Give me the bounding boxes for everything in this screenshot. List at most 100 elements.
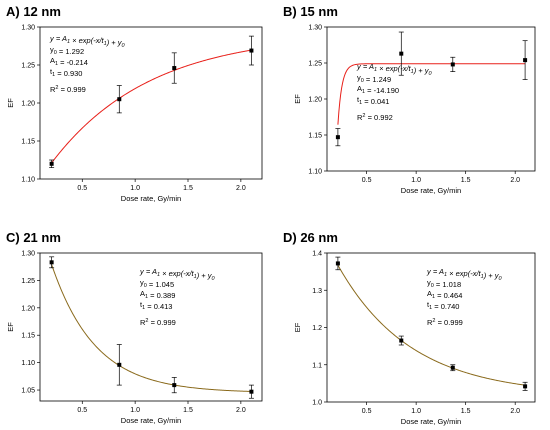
data-marker — [399, 51, 404, 56]
y-tick-label: 1.30 — [21, 251, 35, 258]
y-tick-label: 1.05 — [21, 388, 35, 395]
panel-title-c: C) 21 nm — [6, 230, 61, 245]
y-tick-label: 1.1 — [312, 362, 322, 369]
y-tick-label: 1.4 — [312, 251, 322, 258]
x-tick-label: 1.5 — [183, 407, 193, 414]
fit-equation: y = A1 × exp(-x/t1) + y0 — [426, 267, 503, 282]
x-tick-label: 1.0 — [130, 185, 140, 192]
fit-equation: y = A1 × exp(-x/t1) + y0 — [139, 267, 216, 282]
fit-equation: y = A1 × exp(-x/t1) + y0 — [356, 62, 433, 77]
data-marker — [49, 161, 54, 166]
y-tick-label: 1.15 — [21, 139, 35, 146]
x-tick-label: 0.5 — [77, 407, 87, 414]
panel-title-b: B) 15 nm — [283, 4, 338, 19]
chart-panel-1: 0.5 1.0 1.5 2.0 1.10 1.15 1.20 1.25 1.30 Dose rat… — [6, 25, 263, 203]
fit-curve — [51, 49, 252, 164]
y-tick-label: 1.2 — [312, 325, 322, 332]
fit-parameter: t1 = 0.930 — [50, 67, 82, 78]
data-marker — [117, 97, 122, 102]
data-point — [248, 35, 254, 66]
y-axis-label: EF — [6, 98, 15, 108]
y-tick-label: 1.15 — [21, 333, 35, 340]
data-point — [171, 52, 177, 84]
r-squared: R2 = 0.999 — [427, 318, 463, 327]
fit-parameter: t1 = 0.413 — [140, 300, 172, 311]
x-tick-label: 2.0 — [510, 408, 520, 415]
data-point — [335, 128, 341, 147]
data-point — [335, 256, 341, 271]
x-tick-label: 2.0 — [236, 185, 246, 192]
data-point — [116, 85, 122, 114]
fit-parameter: A1 = -0.214 — [50, 56, 88, 67]
data-marker — [172, 66, 177, 71]
x-tick-label: 0.5 — [77, 185, 87, 192]
x-axis-label: Dose rate, Gy/min — [401, 186, 461, 195]
x-tick-label: 1.5 — [183, 185, 193, 192]
fit-equation: y = A1 × exp(-x/t1) + y0 — [49, 34, 126, 49]
data-marker — [49, 260, 54, 265]
data-marker — [249, 48, 254, 53]
y-tick-label: 1.20 — [21, 305, 35, 312]
x-tick-label: 1.0 — [411, 408, 421, 415]
data-point — [450, 56, 456, 72]
x-tick-label: 1.0 — [130, 407, 140, 414]
x-axis-label: Dose rate, Gy/min — [401, 417, 461, 426]
y-tick-label: 1.30 — [308, 25, 322, 32]
fit-parameter: y0 = 1.018 — [427, 278, 461, 289]
y-tick-label: 1.10 — [308, 169, 322, 176]
r-squared: R2 = 0.999 — [140, 318, 176, 327]
x-tick-label: 0.5 — [362, 177, 372, 184]
chart-panel-2: 0.5 1.0 1.5 2.0 1.10 1.15 1.20 1.25 1.30 Dose rat… — [293, 25, 536, 195]
data-marker — [335, 135, 340, 140]
data-marker — [450, 365, 455, 370]
data-marker — [523, 384, 528, 389]
data-point — [522, 40, 528, 80]
x-axis-label: Dose rate, Gy/min — [121, 194, 181, 203]
y-tick-label: 1.25 — [21, 278, 35, 285]
x-tick-label: 1.5 — [461, 408, 471, 415]
fit-curve — [337, 264, 526, 386]
data-point — [116, 344, 122, 386]
chart-panel-4: 0.5 1.0 1.5 2.0 1.0 1.1 1.2 1.3 1.4 Dose rate, Gy… — [293, 251, 536, 426]
x-tick-label: 2.0 — [510, 177, 520, 184]
data-marker — [399, 338, 404, 343]
r-squared: R2 = 0.999 — [50, 85, 86, 94]
r-squared: R2 = 0.992 — [357, 113, 393, 122]
y-tick-label: 1.30 — [21, 25, 35, 32]
data-marker — [450, 62, 455, 67]
fit-parameter: t1 = 0.041 — [357, 95, 389, 106]
y-tick-label: 1.25 — [308, 61, 322, 68]
x-tick-label: 1.5 — [461, 177, 471, 184]
x-tick-label: 2.0 — [236, 407, 246, 414]
data-point — [522, 381, 528, 391]
y-tick-label: 1.10 — [21, 177, 35, 184]
x-tick-label: 1.0 — [411, 177, 421, 184]
y-tick-label: 1.15 — [308, 133, 322, 140]
fit-parameter: t1 = 0.740 — [427, 300, 459, 311]
y-tick-label: 1.0 — [312, 400, 322, 407]
data-marker — [117, 362, 122, 367]
x-tick-label: 0.5 — [362, 408, 372, 415]
fit-curve — [337, 63, 526, 125]
fit-parameter: y0 = 1.292 — [50, 45, 84, 56]
y-tick-label: 1.20 — [21, 101, 35, 108]
data-point — [248, 384, 254, 399]
chart-panel-3: 0.5 1.0 1.5 2.0 1.05 1.10 1.15 1.20 1.25 1.30 Dose… — [6, 251, 263, 425]
panel-title-d: D) 26 nm — [283, 230, 338, 245]
x-axis-label: Dose rate, Gy/min — [121, 416, 181, 425]
fit-curve — [51, 264, 252, 392]
y-tick-label: 1.20 — [308, 97, 322, 104]
panel-title-a: A) 12 nm — [6, 4, 61, 19]
y-axis-label: EF — [293, 94, 302, 104]
y-tick-label: 1.25 — [21, 63, 35, 70]
y-tick-label: 1.3 — [312, 288, 322, 295]
y-tick-label: 1.10 — [21, 360, 35, 367]
fit-parameter: A1 = 0.464 — [427, 289, 462, 300]
data-point — [49, 256, 55, 269]
data-marker — [335, 261, 340, 266]
